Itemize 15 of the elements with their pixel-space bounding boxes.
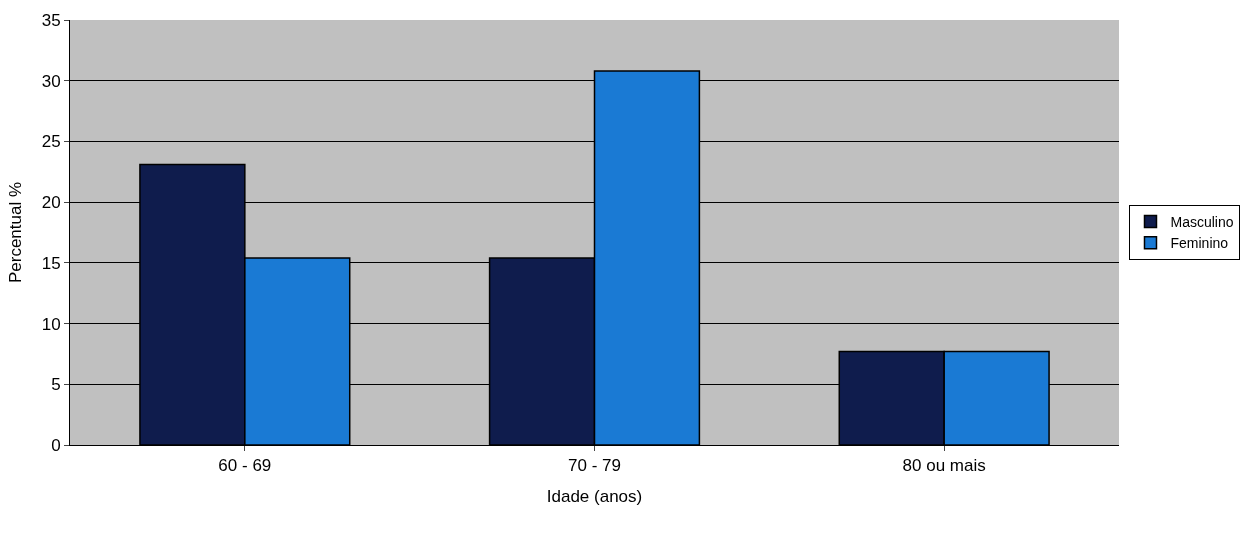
legend-label: Feminino <box>1170 235 1229 252</box>
y-tick-label: 15 <box>41 253 61 273</box>
x-tick-label: 80 ou mais <box>902 456 986 476</box>
x-tick-label: 70 - 79 <box>568 456 621 476</box>
y-tick-label: 20 <box>41 193 61 213</box>
legend-label: Masculino <box>1170 214 1234 231</box>
y-tick-label: 35 <box>41 10 61 30</box>
x-axis-title: Idade (anos) <box>546 486 643 506</box>
y-axis-title: Percentual % <box>6 181 26 284</box>
y-tick-label: 10 <box>41 314 61 334</box>
y-tick-label: 25 <box>41 132 61 152</box>
x-tick-label: 60 - 69 <box>218 456 272 476</box>
y-tick-label: 30 <box>41 71 61 91</box>
y-tick-label: 5 <box>51 375 61 395</box>
y-tick-label: 0 <box>51 435 61 455</box>
